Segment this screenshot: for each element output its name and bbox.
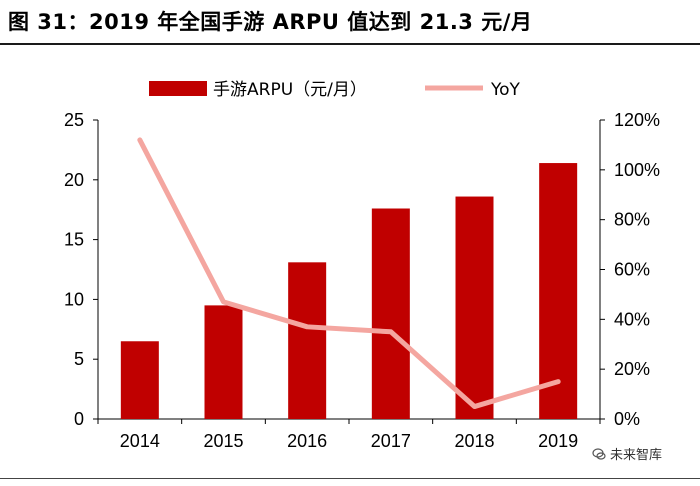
watermark-text: 未来智库 (610, 448, 663, 463)
line-yoy (137, 137, 561, 410)
x-tick-label: 2016 (287, 431, 327, 451)
bottom-divider (0, 478, 700, 479)
watermark: 未来智库 (592, 444, 662, 463)
right-tick-label: 60% (614, 260, 650, 280)
plot-area: 0 5 10 15 20 25 0% 20% 40% 60% 80% 100% 120% 2014 2015… (64, 110, 660, 451)
right-tick-label: 120% (614, 110, 660, 130)
bar-arpu-2019 (539, 163, 578, 419)
left-tick-label: 5 (74, 349, 84, 369)
left-tick-label: 10 (64, 289, 84, 309)
bar-arpu-2015 (204, 305, 243, 419)
left-tick-label: 20 (64, 170, 84, 190)
right-tick-label: 80% (614, 210, 650, 230)
x-tick-label: 2017 (371, 431, 411, 451)
left-tick-label: 0 (74, 409, 84, 429)
x-tick-label: 2015 (203, 431, 243, 451)
x-tick-label: 2018 (454, 431, 494, 451)
bar-arpu-2014 (120, 341, 159, 419)
left-tick-label: 25 (64, 110, 84, 130)
left-tick-label: 15 (64, 230, 84, 250)
chart-title: 图 31：2019 年全国手游 ARPU 值达到 21.3 元/月 (8, 10, 533, 34)
legend-label-arpu: 手游ARPU（元/月） (213, 80, 367, 100)
legend-swatch-arpu (149, 81, 207, 96)
x-tick-label: 2014 (120, 431, 160, 451)
bar-arpu-2017 (371, 208, 410, 419)
legend: 手游ARPU（元/月） YoY (149, 80, 521, 100)
bar-arpu-2016 (288, 262, 327, 419)
right-tick-label: 20% (614, 359, 650, 379)
x-tick-label: 2019 (538, 431, 578, 451)
right-tick-label: 0% (614, 409, 640, 429)
wechat-icon (592, 447, 606, 460)
legend-label-yoy: YoY (490, 80, 521, 100)
title-divider (0, 43, 700, 45)
bar-arpu-2018 (455, 196, 494, 419)
right-tick-label: 40% (614, 309, 650, 329)
right-tick-label: 100% (614, 160, 660, 180)
